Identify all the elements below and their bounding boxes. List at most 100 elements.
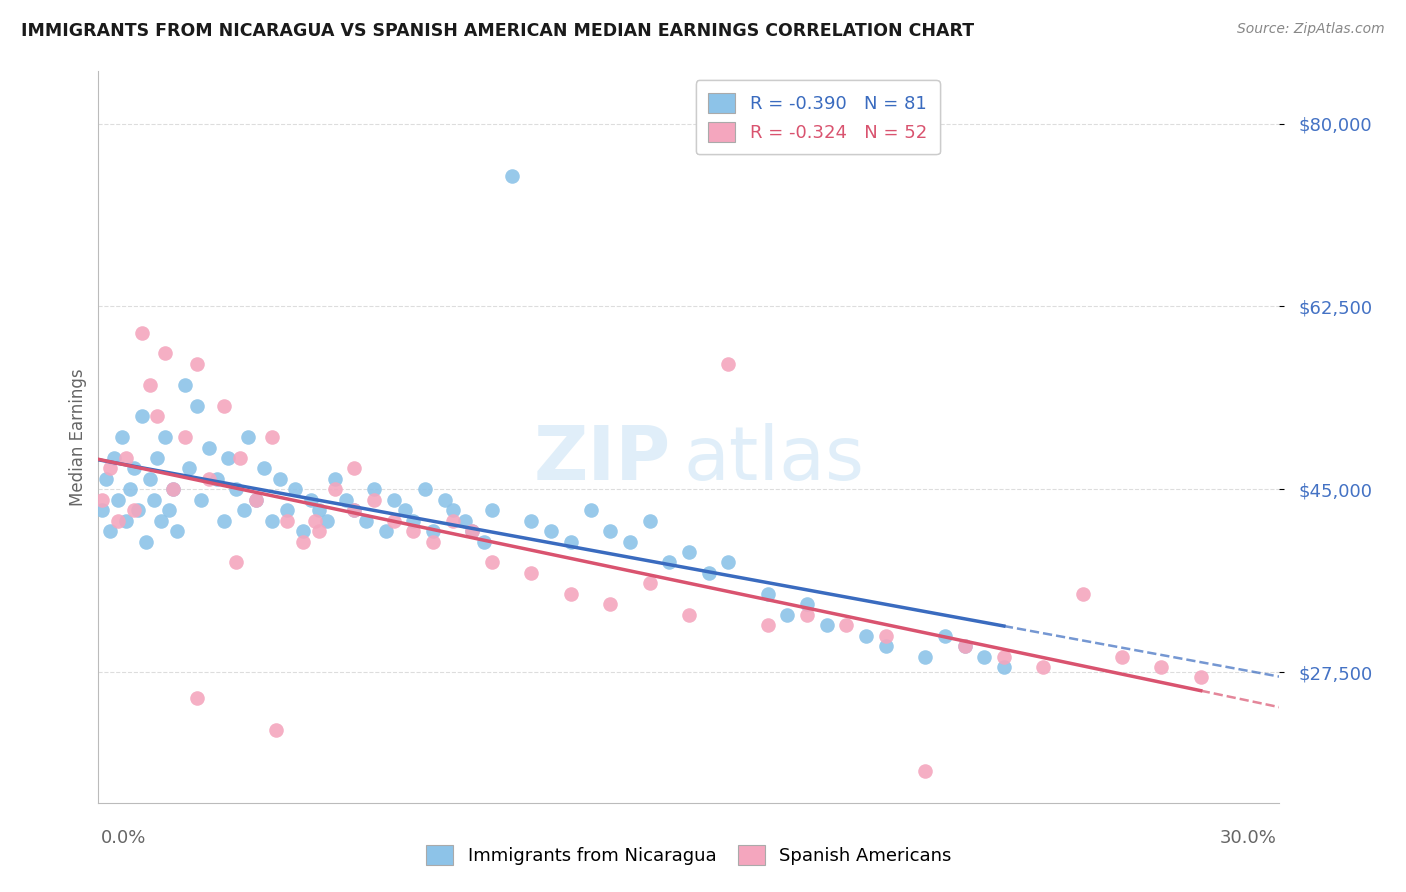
Point	[260, 430, 283, 444]
Point	[96, 472, 118, 486]
Point	[835, 618, 858, 632]
Point	[402, 514, 425, 528]
Point	[619, 534, 641, 549]
Point	[678, 607, 700, 622]
Point	[107, 492, 129, 507]
Y-axis label: Median Earnings: Median Earnings	[69, 368, 87, 506]
Point	[138, 472, 160, 486]
Point	[441, 503, 464, 517]
Point	[422, 524, 444, 538]
Point	[481, 556, 503, 570]
Point	[343, 503, 366, 517]
Legend: R = -0.390   N = 81, R = -0.324   N = 52: R = -0.390 N = 81, R = -0.324 N = 52	[696, 80, 939, 154]
Point	[520, 514, 543, 528]
Point	[197, 441, 219, 455]
Point	[225, 556, 247, 570]
Point	[146, 409, 169, 424]
Point	[815, 618, 838, 632]
Point	[118, 483, 141, 497]
Point	[111, 430, 134, 444]
Point	[756, 587, 779, 601]
Point	[260, 514, 283, 528]
Point	[776, 607, 799, 622]
Point	[875, 639, 897, 653]
Point	[264, 723, 287, 737]
Point	[481, 503, 503, 517]
Point	[138, 377, 160, 392]
Point	[292, 534, 315, 549]
Point	[363, 483, 385, 497]
Point	[343, 461, 366, 475]
Point	[142, 492, 165, 507]
Point	[115, 514, 138, 528]
Point	[166, 524, 188, 538]
Point	[433, 492, 456, 507]
Point	[1189, 670, 1212, 684]
Point	[413, 483, 436, 497]
Point	[146, 450, 169, 465]
Point	[98, 461, 121, 475]
Point	[127, 503, 149, 517]
Point	[1032, 660, 1054, 674]
Point	[131, 326, 153, 340]
Point	[91, 492, 114, 507]
Point	[197, 472, 219, 486]
Point	[1111, 649, 1133, 664]
Point	[993, 649, 1015, 664]
Point	[308, 524, 330, 538]
Point	[214, 514, 236, 528]
Point	[472, 534, 495, 549]
Text: Source: ZipAtlas.com: Source: ZipAtlas.com	[1237, 22, 1385, 37]
Point	[914, 649, 936, 664]
Point	[678, 545, 700, 559]
Point	[973, 649, 995, 664]
Point	[323, 472, 346, 486]
Point	[236, 430, 259, 444]
Point	[217, 450, 239, 465]
Point	[461, 524, 484, 538]
Point	[343, 503, 366, 517]
Point	[304, 514, 326, 528]
Text: IMMIGRANTS FROM NICARAGUA VS SPANISH AMERICAN MEDIAN EARNINGS CORRELATION CHART: IMMIGRANTS FROM NICARAGUA VS SPANISH AME…	[21, 22, 974, 40]
Point	[422, 534, 444, 549]
Point	[382, 514, 405, 528]
Point	[717, 556, 740, 570]
Point	[461, 524, 484, 538]
Point	[269, 472, 291, 486]
Point	[245, 492, 267, 507]
Point	[91, 503, 114, 517]
Text: atlas: atlas	[683, 423, 865, 496]
Legend: Immigrants from Nicaragua, Spanish Americans: Immigrants from Nicaragua, Spanish Ameri…	[418, 836, 960, 874]
Point	[579, 503, 602, 517]
Point	[229, 450, 252, 465]
Point	[186, 399, 208, 413]
Point	[177, 461, 200, 475]
Point	[155, 430, 177, 444]
Point	[131, 409, 153, 424]
Point	[103, 450, 125, 465]
Point	[162, 483, 184, 497]
Text: 30.0%: 30.0%	[1220, 829, 1277, 847]
Point	[174, 377, 197, 392]
Point	[855, 629, 877, 643]
Point	[186, 357, 208, 371]
Point	[276, 503, 298, 517]
Point	[501, 169, 523, 183]
Point	[122, 461, 145, 475]
Point	[796, 607, 818, 622]
Point	[155, 346, 177, 360]
Point	[107, 514, 129, 528]
Point	[658, 556, 681, 570]
Point	[560, 534, 582, 549]
Point	[441, 514, 464, 528]
Point	[135, 534, 157, 549]
Point	[162, 483, 184, 497]
Point	[914, 764, 936, 779]
Point	[174, 430, 197, 444]
Point	[796, 597, 818, 611]
Text: ZIP: ZIP	[534, 423, 671, 496]
Point	[875, 629, 897, 643]
Point	[186, 691, 208, 706]
Point	[756, 618, 779, 632]
Point	[560, 587, 582, 601]
